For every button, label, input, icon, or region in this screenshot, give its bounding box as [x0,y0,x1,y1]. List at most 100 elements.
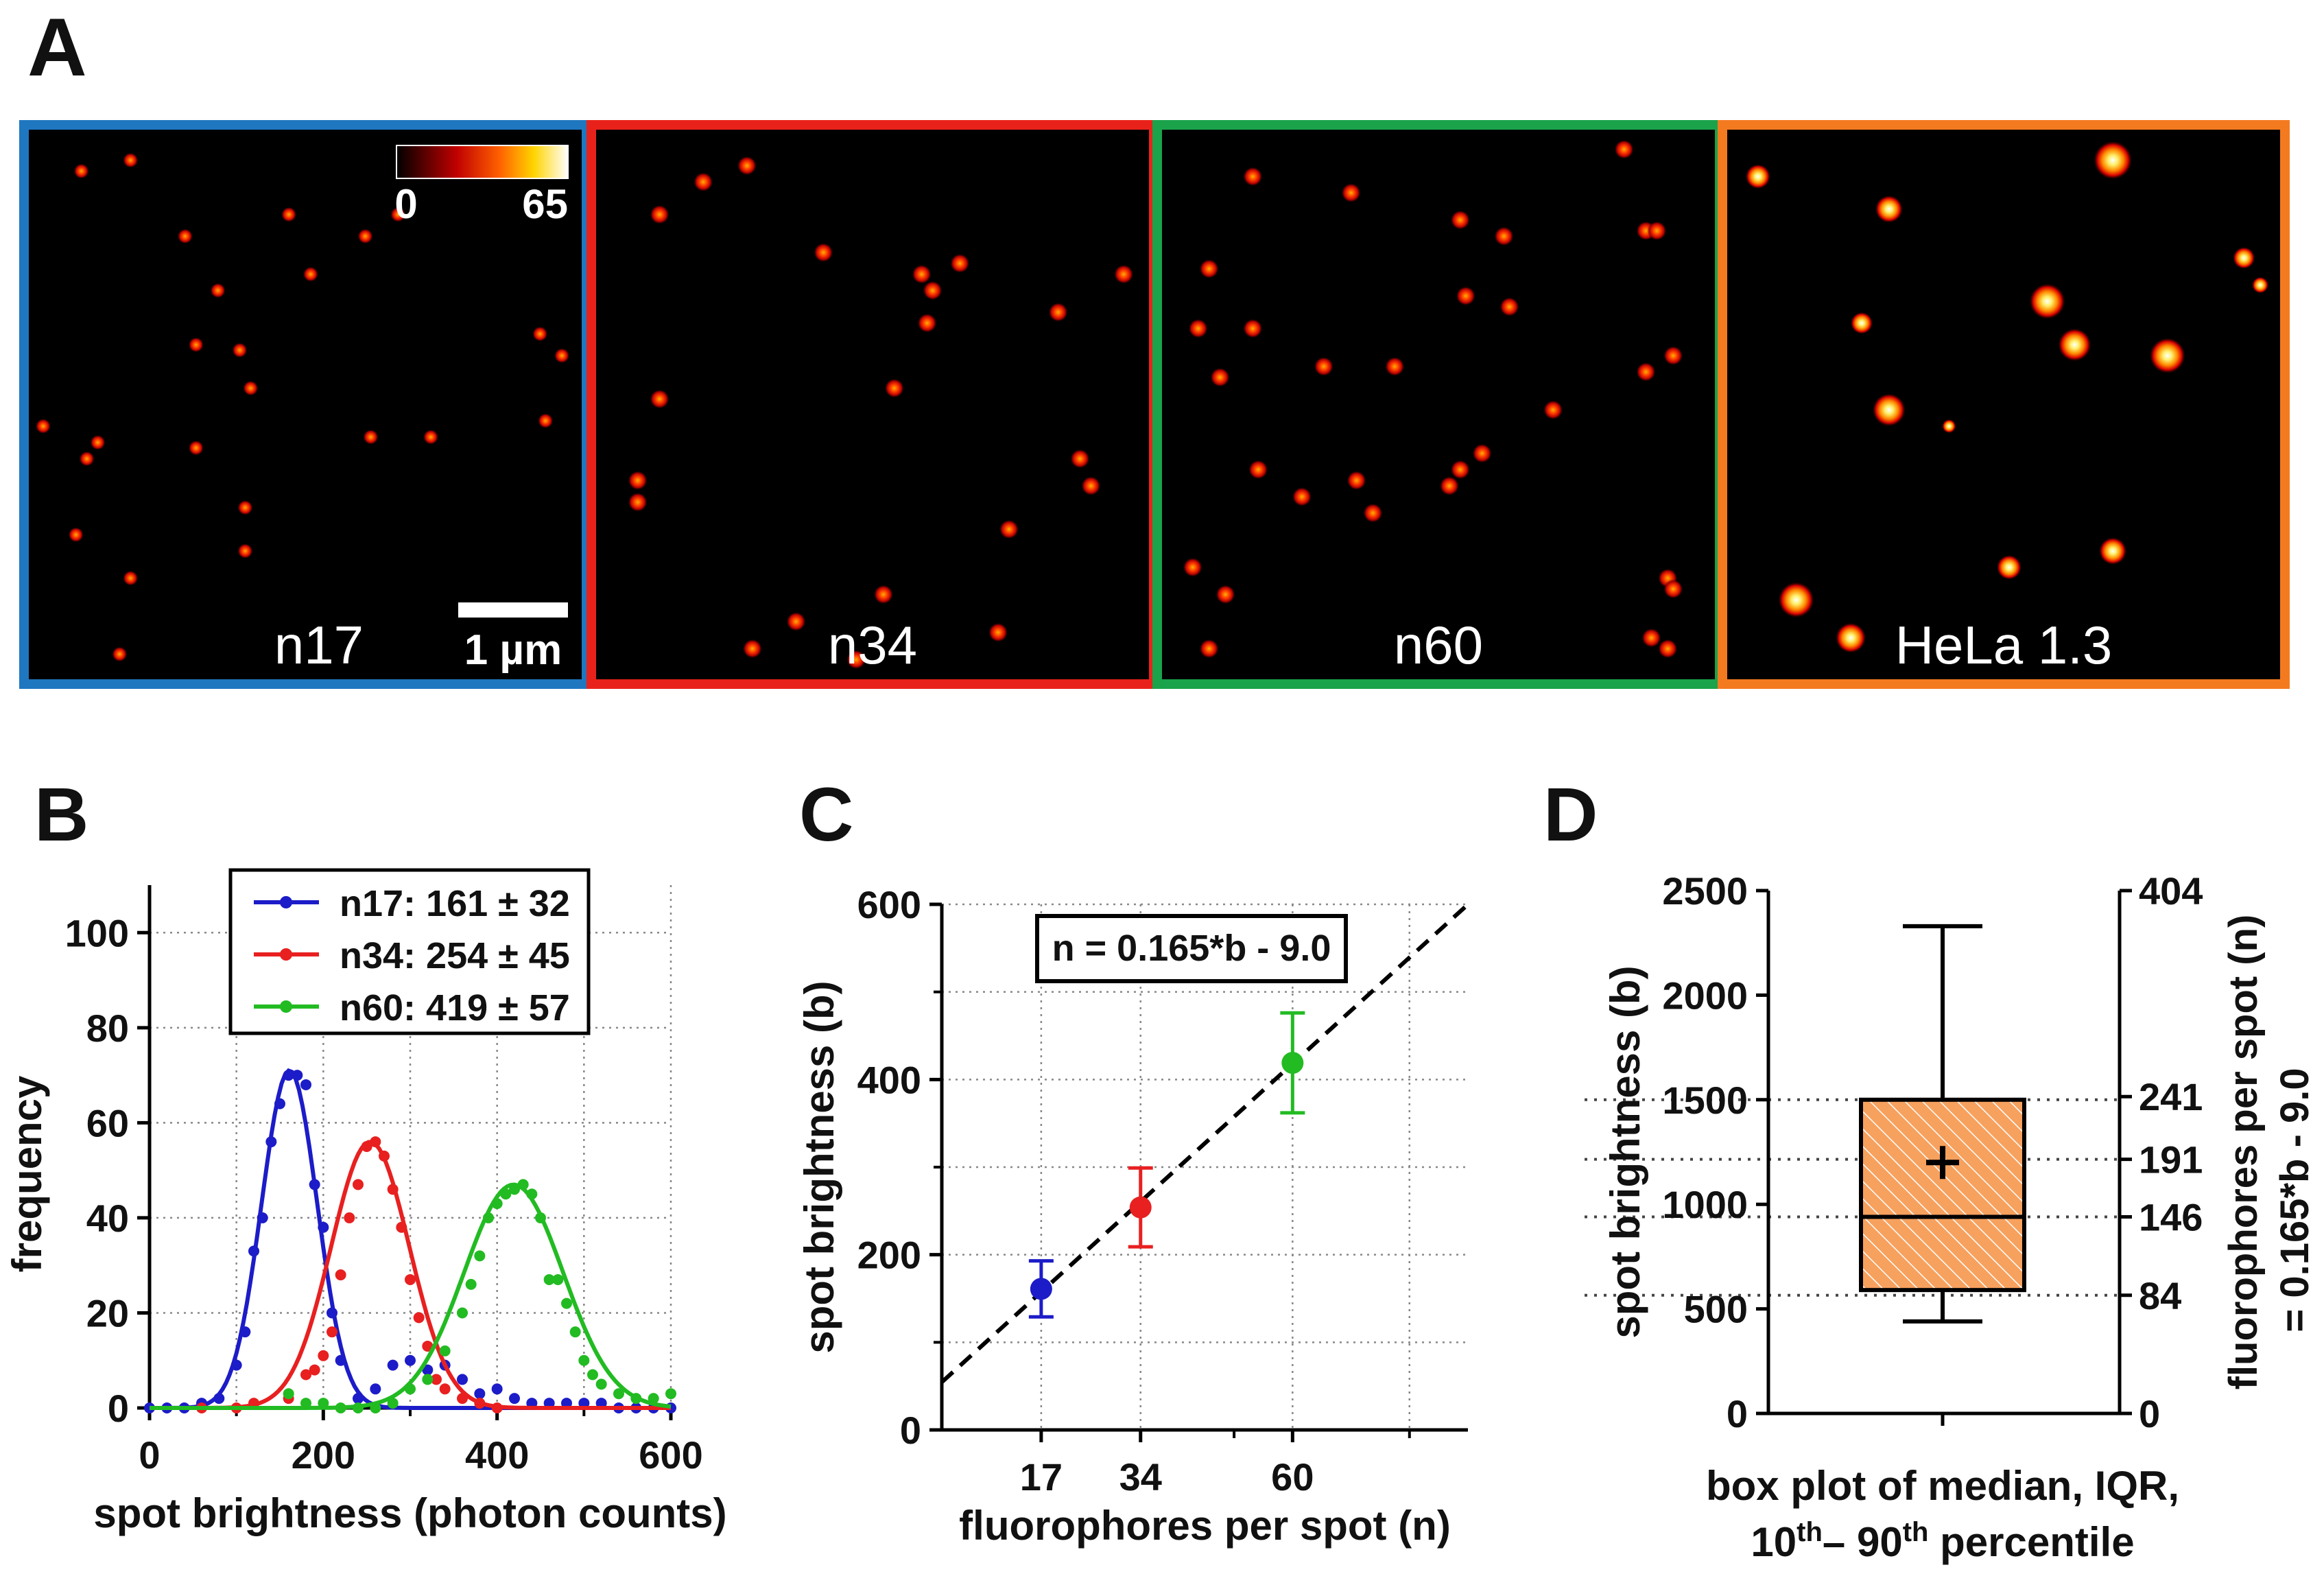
scalebar-label: 1 µm [464,626,562,674]
fluorescent-spot [1658,639,1678,659]
data-point [300,1079,311,1090]
data-point [387,1359,399,1371]
fluorescent-spot [1942,419,1956,434]
colorbar: 0 65 [394,145,569,227]
x-tick-label: 600 [639,1433,702,1477]
panel-frame [1718,120,2290,689]
panel-label-c: C [799,773,853,857]
data-point [457,1374,468,1385]
y-tick-label: 0 [108,1387,129,1430]
x-tick-label: 0 [139,1433,160,1477]
microscopy-panel-3: n60 [1152,120,1724,689]
panel-frame [586,120,1159,689]
fluorescent-spot [1199,259,1219,279]
x-tick-label: 60 [1271,1455,1314,1499]
panel-frame [1152,120,1724,689]
x-axis-label-line2: 10th– 90th percentile [1751,1517,2134,1565]
fluorescent-spot [357,228,373,244]
fluorescent-spot [1363,503,1383,523]
x-tick-label: 400 [465,1433,529,1477]
fluorescent-spot [1450,460,1470,480]
data-point [543,1273,555,1285]
legend-marker [280,1000,292,1013]
colorbar-gradient [396,145,569,179]
fluorescent-spot [2058,328,2091,362]
equation-box [1035,914,1348,983]
y2-axis-label: fluorophores per spot (n) [2221,915,2266,1390]
panel-sample-label: n60 [1394,615,1483,675]
fluorescent-spot [1048,303,1068,322]
data-point-3 [1281,1052,1304,1074]
data-point [491,1383,503,1395]
x-tick-label: 34 [1119,1455,1162,1499]
data-point [387,1184,399,1195]
microscopy-panels: n17 n34 n60 HeLa 1.3 0 65 1 µm [19,120,2290,689]
y-axis-label: spot brightness (b) [1602,965,1648,1338]
y2-tick-label: 241 [2139,1075,2203,1118]
y-tick-label: 100 [65,911,129,954]
y-axis-label: frequency [4,1075,50,1272]
data-point [257,1212,268,1223]
data-point [509,1393,520,1405]
chart-d-boxplot: 0 500 1000 1500 2000 2500 0 84 146 191 241 404 spot … [1585,869,2317,1565]
x-tick-label: 200 [292,1433,355,1477]
fluorescent-spot [90,434,106,450]
fluorescent-spot [814,243,833,263]
fluorescent-spot [693,172,713,192]
fluorescent-spot [237,500,253,515]
data-point [265,1136,277,1148]
data-point [318,1398,329,1409]
y-tick-label: 600 [857,883,921,926]
fluorescent-spot [1778,582,1814,618]
fluorescent-spot [2099,537,2127,565]
panel-frame [19,120,591,689]
data-point [578,1354,590,1366]
data-point [561,1297,572,1309]
data-point [413,1312,425,1324]
data-point [353,1179,364,1190]
fluorescent-spot [123,152,139,168]
chart-b-histogram: 0 20 40 60 80 100 0 200 400 600 spot brightness (p… [4,868,727,1536]
fluorescent-spot [1081,476,1101,496]
fluorescent-spot [210,283,226,298]
y-tick-label: 2500 [1662,869,1748,913]
panel-label-b: B [34,773,88,857]
fluorescent-spot [999,519,1019,539]
fluorescent-spot [1188,318,1208,338]
data-point [431,1374,442,1385]
legend-marker [280,948,292,961]
y-tick-label: 60 [86,1101,129,1144]
fluorescent-spot [177,228,193,244]
data-point [327,1326,337,1338]
fluorescent-spot [79,451,95,467]
fluorescent-spot [1636,362,1656,382]
fluorescent-spot [1836,622,1866,653]
fluorescent-spot [846,650,866,670]
y2-tick-label: 146 [2139,1195,2203,1238]
fluorescent-spot [1439,476,1459,496]
fluorescent-spot [650,389,669,409]
microscopy-panel-4: HeLa 1.3 [1718,120,2290,689]
x-axis-label: spot brightness (photon counts) [93,1490,726,1536]
data-point [474,1388,486,1400]
fluorescent-spot [1996,554,2021,580]
data-point [500,1188,512,1200]
y2-tick-label: 404 [2139,869,2203,913]
y-tick-label: 40 [86,1197,129,1240]
fluorescent-spot [2149,338,2185,374]
fluorescent-spot [281,207,297,222]
data-point [526,1188,538,1200]
superscript: th [1903,1517,1929,1547]
fluorescent-spot [1183,557,1202,577]
fluorescent-spot [1456,286,1475,306]
fluorescent-spot [1614,139,1634,159]
fluorescent-spot [1385,357,1405,377]
fit-line [940,902,1470,1384]
fluorescent-spot [1745,164,1770,189]
x-axis-label-line1: box plot of median, IQR, [1706,1463,2179,1509]
data-point [344,1212,355,1223]
fluorescent-spot [1450,210,1470,230]
x-tick-label: 17 [1020,1455,1063,1499]
fluorescent-spot [2029,283,2065,320]
data-point [353,1393,364,1405]
